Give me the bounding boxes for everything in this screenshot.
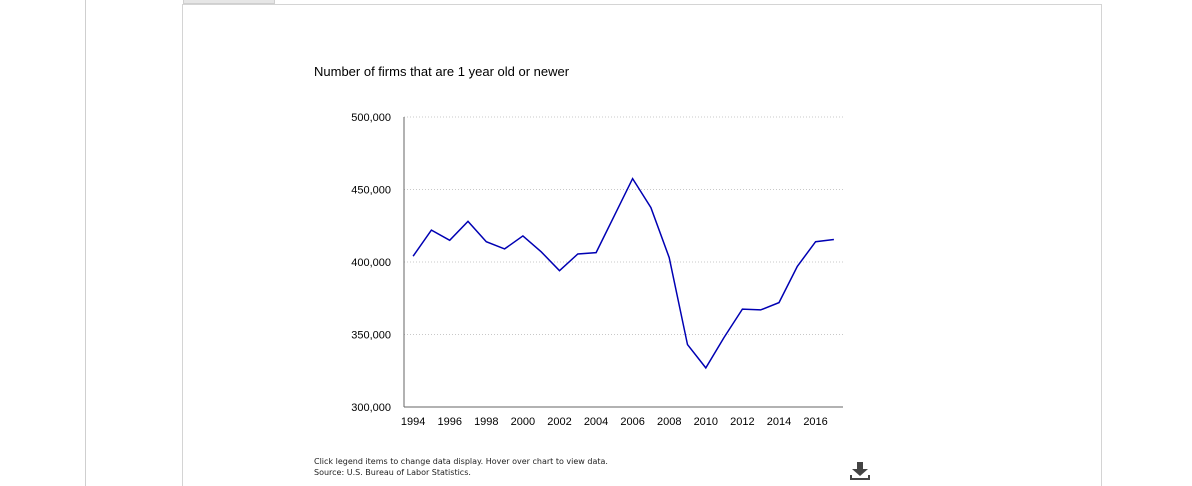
y-tick-label: 300,000 <box>351 402 391 414</box>
chart-panel <box>182 4 1102 486</box>
data-point[interactable] <box>464 217 472 225</box>
data-point[interactable] <box>757 306 765 314</box>
x-tick-label: 2000 <box>511 416 535 428</box>
chart-source: Source: U.S. Bureau of Labor Statistics. <box>314 468 471 477</box>
data-point[interactable] <box>684 341 692 349</box>
y-tick-label: 500,000 <box>351 112 391 124</box>
data-point[interactable] <box>647 204 655 212</box>
data-point[interactable] <box>519 232 527 240</box>
chart-notes: Click legend items to change data displa… <box>314 456 608 478</box>
download-button[interactable] <box>848 460 872 482</box>
data-point[interactable] <box>629 175 637 183</box>
left-divider <box>85 0 86 486</box>
chart-title: Number of firms that are 1 year old or n… <box>314 64 570 79</box>
data-point[interactable] <box>665 254 673 262</box>
x-tick-label: 2006 <box>620 416 644 428</box>
data-point[interactable] <box>830 236 838 244</box>
data-point[interactable] <box>427 226 435 234</box>
data-point[interactable] <box>482 238 490 246</box>
data-point[interactable] <box>793 262 801 270</box>
y-tick-label: 350,000 <box>351 330 391 342</box>
x-tick-label: 1994 <box>401 416 425 428</box>
x-tick-label: 2012 <box>730 416 754 428</box>
series-line[interactable] <box>412 177 834 370</box>
data-point[interactable] <box>446 236 454 244</box>
tab-stub[interactable] <box>183 0 275 4</box>
x-tick-label: 2002 <box>547 416 571 428</box>
data-point[interactable] <box>720 333 728 341</box>
data-point[interactable] <box>555 267 563 275</box>
data-point[interactable] <box>592 249 600 257</box>
x-tick-label: 2004 <box>584 416 608 428</box>
data-point[interactable] <box>574 250 582 258</box>
x-tick-label: 2016 <box>803 416 827 428</box>
data-point[interactable] <box>812 238 820 246</box>
data-point[interactable] <box>537 248 545 256</box>
y-tick-label: 450,000 <box>351 185 391 197</box>
data-point[interactable] <box>775 299 783 307</box>
data-point[interactable] <box>610 212 618 220</box>
x-tick-label: 1998 <box>474 416 498 428</box>
x-tick-label: 2014 <box>767 416 791 428</box>
x-tick-label: 2008 <box>657 416 681 428</box>
y-tick-label: 400,000 <box>351 257 391 269</box>
chart-instruction: Click legend items to change data displa… <box>314 457 608 466</box>
download-icon <box>850 462 870 480</box>
x-tick-label: 2010 <box>694 416 718 428</box>
data-point[interactable] <box>409 252 417 260</box>
data-point[interactable] <box>738 305 746 313</box>
x-tick-label: 1996 <box>437 416 461 428</box>
data-point[interactable] <box>702 364 710 372</box>
data-point[interactable] <box>501 245 509 253</box>
